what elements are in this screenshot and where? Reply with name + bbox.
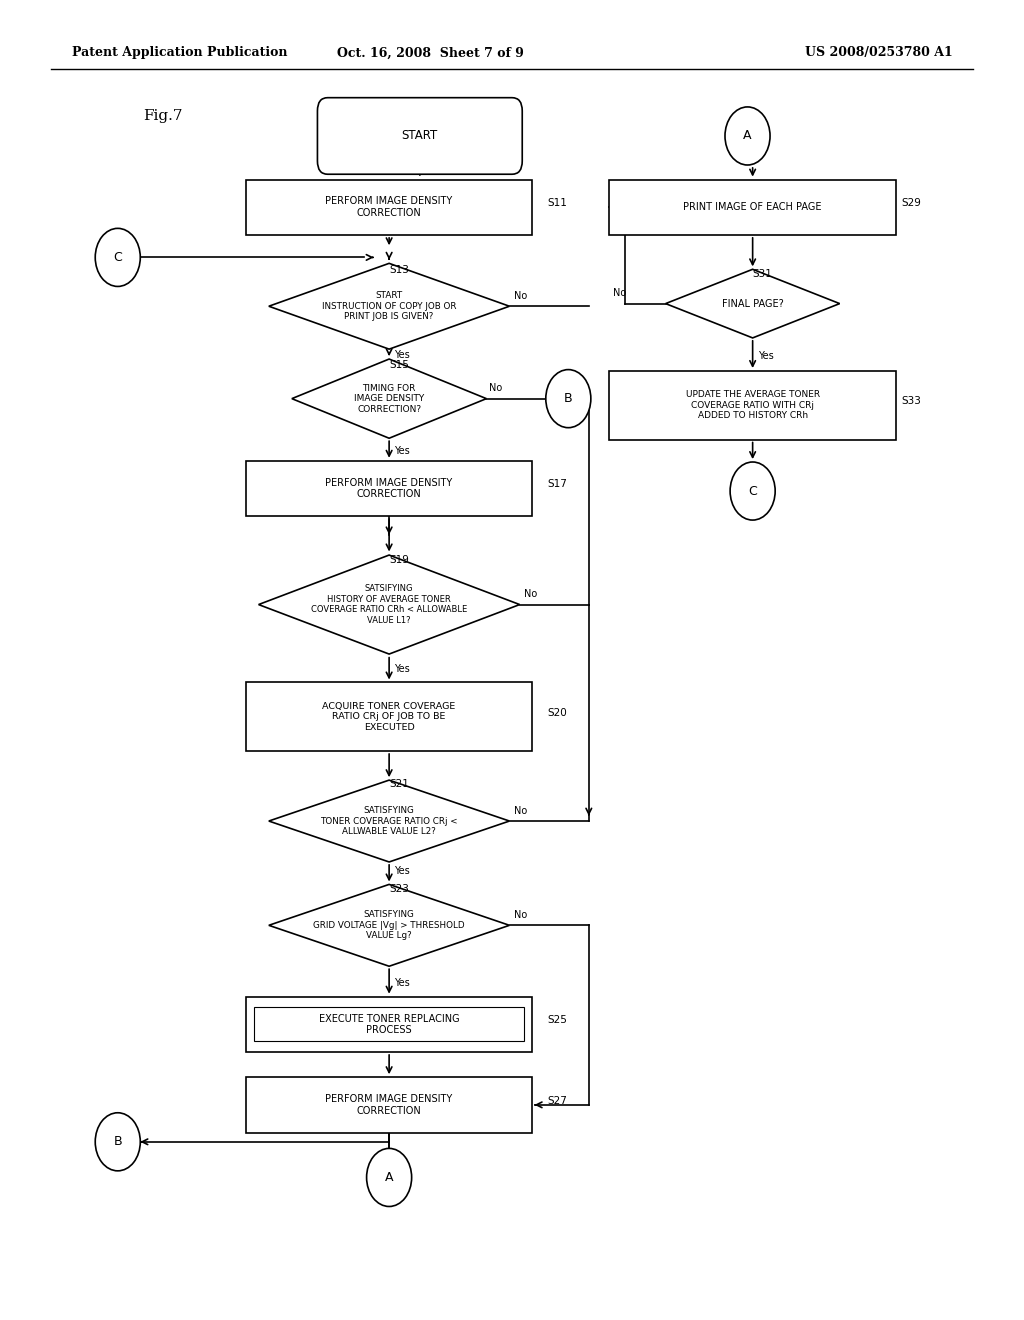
Text: S27: S27 [548,1096,567,1106]
Circle shape [95,1113,140,1171]
Text: PERFORM IMAGE DENSITY
CORRECTION: PERFORM IMAGE DENSITY CORRECTION [326,478,453,499]
Text: Yes: Yes [394,664,410,675]
Text: No: No [514,290,527,301]
Text: No: No [613,288,627,298]
Text: Oct. 16, 2008  Sheet 7 of 9: Oct. 16, 2008 Sheet 7 of 9 [337,46,523,59]
Text: No: No [489,383,503,393]
Text: UPDATE THE AVERAGE TONER
COVERAGE RATIO WITH CRj
ADDED TO HISTORY CRh: UPDATE THE AVERAGE TONER COVERAGE RATIO … [686,391,819,420]
Text: S19: S19 [389,554,409,565]
Text: S23: S23 [389,883,409,894]
Circle shape [725,107,770,165]
Text: START: START [401,129,438,143]
Text: S11: S11 [548,198,567,209]
Text: S21: S21 [389,779,409,789]
Text: Yes: Yes [394,446,410,457]
Text: S31: S31 [753,268,772,279]
Text: S13: S13 [389,264,409,275]
Text: ACQUIRE TONER COVERAGE
RATIO CRj OF JOB TO BE
EXECUTED: ACQUIRE TONER COVERAGE RATIO CRj OF JOB … [323,702,456,731]
Bar [246,997,532,1052]
Bar [609,180,896,235]
Bar [254,1007,524,1041]
Bar [246,682,532,751]
Polygon shape [268,780,510,862]
Text: SATISFYING
TONER COVERAGE RATIO CRj <
ALLWABLE VALUE L2?: SATISFYING TONER COVERAGE RATIO CRj < AL… [321,807,458,836]
Text: START
INSTRUCTION OF COPY JOB OR
PRINT JOB IS GIVEN?: START INSTRUCTION OF COPY JOB OR PRINT J… [322,292,457,321]
Bar [246,180,532,235]
Text: No: No [514,909,527,920]
Text: Yes: Yes [394,866,410,876]
Text: PRINT IMAGE OF EACH PAGE: PRINT IMAGE OF EACH PAGE [683,202,822,213]
Circle shape [730,462,775,520]
Text: Yes: Yes [394,350,410,360]
Polygon shape [292,359,486,438]
Text: A: A [743,129,752,143]
Text: S15: S15 [389,359,409,370]
Text: C: C [749,484,757,498]
Circle shape [95,228,140,286]
Text: B: B [564,392,572,405]
Circle shape [367,1148,412,1206]
Text: FINAL PAGE?: FINAL PAGE? [722,298,783,309]
Polygon shape [666,269,840,338]
Text: S20: S20 [548,708,567,718]
Text: S25: S25 [548,1015,567,1026]
Circle shape [546,370,591,428]
Text: PERFORM IMAGE DENSITY
CORRECTION: PERFORM IMAGE DENSITY CORRECTION [326,1094,453,1115]
Text: US 2008/0253780 A1: US 2008/0253780 A1 [805,46,952,59]
Text: No: No [514,805,527,816]
Polygon shape [268,263,510,348]
Text: S33: S33 [901,396,921,407]
Text: C: C [114,251,122,264]
Text: Fig.7: Fig.7 [143,110,183,123]
Text: TIMING FOR
IMAGE DENSITY
CORRECTION?: TIMING FOR IMAGE DENSITY CORRECTION? [354,384,424,413]
Text: Yes: Yes [394,978,410,989]
FancyBboxPatch shape [317,98,522,174]
Text: SATSIFYING
HISTORY OF AVERAGE TONER
COVERAGE RATIO CRh < ALLOWABLE
VALUE L1?: SATSIFYING HISTORY OF AVERAGE TONER COVE… [311,585,467,624]
Text: Yes: Yes [758,351,773,362]
Text: SATISFYING
GRID VOLTAGE |Vg| > THRESHOLD
VALUE Lg?: SATISFYING GRID VOLTAGE |Vg| > THRESHOLD… [313,911,465,940]
Text: S17: S17 [548,479,567,490]
Bar [246,461,532,516]
Text: B: B [114,1135,122,1148]
Polygon shape [268,884,510,966]
Text: Patent Application Publication: Patent Application Publication [72,46,287,59]
Polygon shape [258,554,520,653]
Text: A: A [385,1171,393,1184]
Bar [246,1077,532,1133]
Text: S29: S29 [901,198,921,209]
Text: PERFORM IMAGE DENSITY
CORRECTION: PERFORM IMAGE DENSITY CORRECTION [326,197,453,218]
Text: No: No [524,589,538,599]
Text: EXECUTE TONER REPLACING
PROCESS: EXECUTE TONER REPLACING PROCESS [318,1014,460,1035]
Bar [609,371,896,440]
